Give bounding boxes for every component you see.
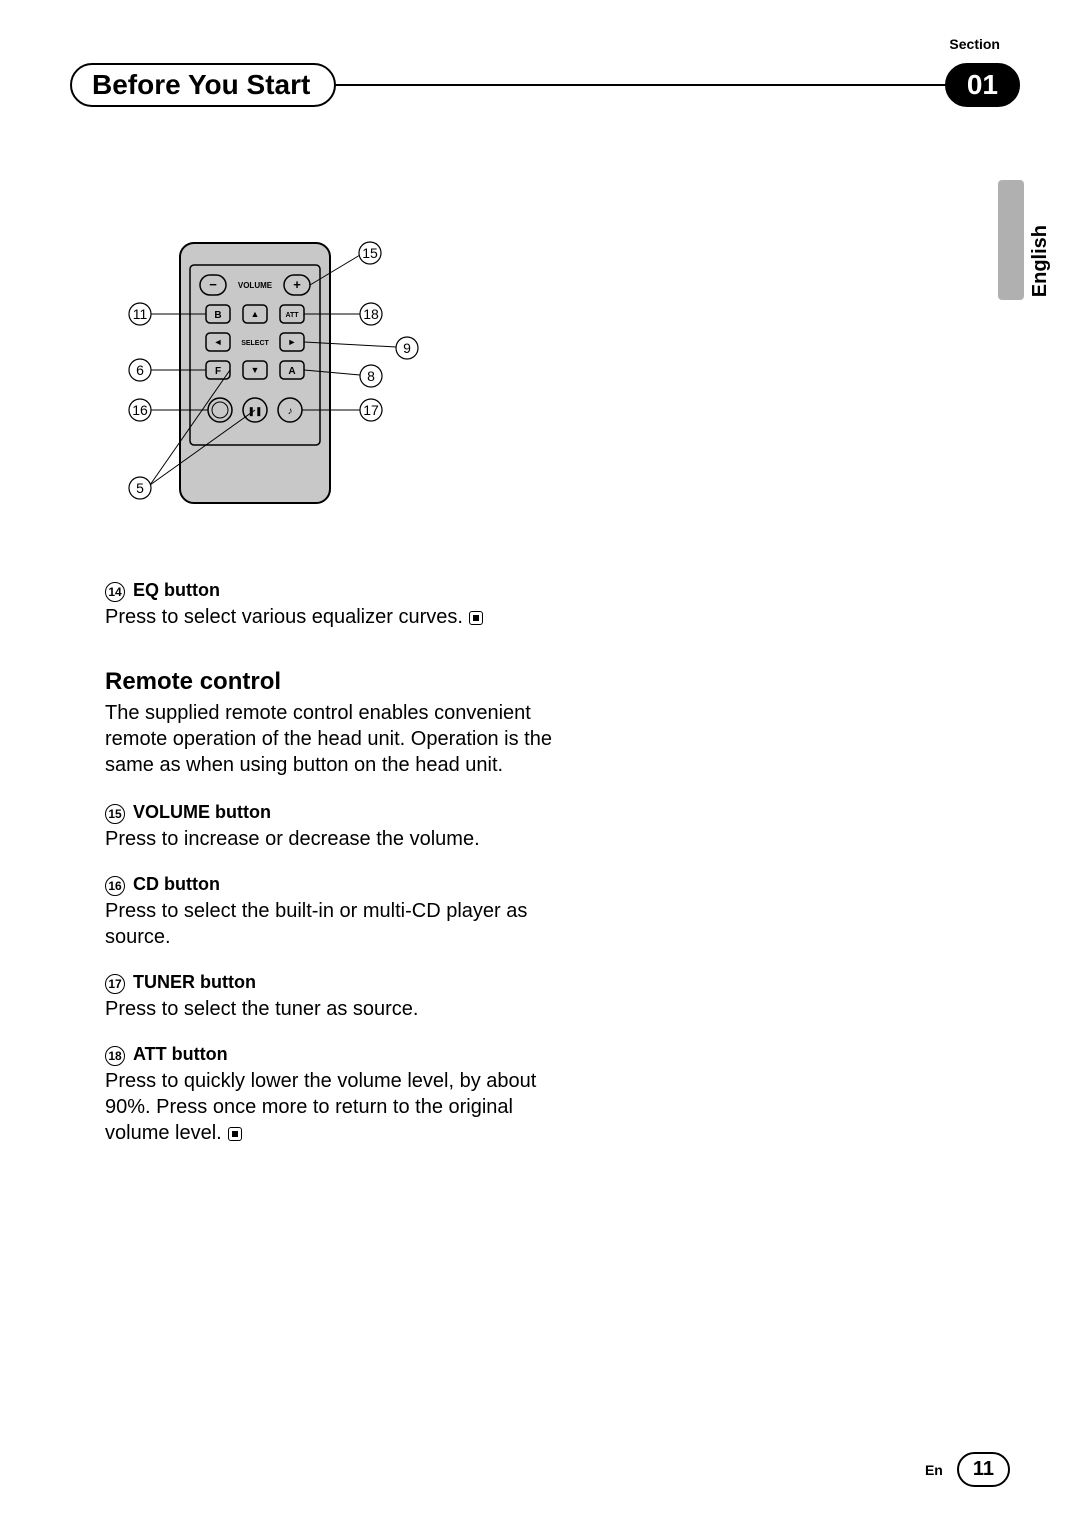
item-number: 15 bbox=[105, 804, 125, 824]
item-name: TUNER button bbox=[133, 972, 256, 993]
item-number: 17 bbox=[105, 974, 125, 994]
svg-text:▼: ▼ bbox=[251, 365, 260, 375]
item-cd: 16 CD button Press to select the built-i… bbox=[105, 874, 575, 950]
section-number-badge: 01 bbox=[945, 63, 1020, 107]
svg-text:11: 11 bbox=[133, 306, 148, 322]
svg-text:8: 8 bbox=[367, 368, 375, 384]
item-number: 18 bbox=[105, 1046, 125, 1066]
item-tuner: 17 TUNER button Press to select the tune… bbox=[105, 972, 575, 1022]
item-eq: 14 EQ button Press to select various equ… bbox=[105, 580, 575, 630]
subsection-title: Remote control bbox=[105, 668, 575, 696]
page-header: Before You Start 01 bbox=[70, 60, 1020, 110]
item-volume: 15 VOLUME button Press to increase or de… bbox=[105, 802, 575, 852]
page-title: Before You Start bbox=[70, 63, 336, 107]
svg-text:F: F bbox=[215, 366, 221, 377]
svg-text:SELECT: SELECT bbox=[241, 340, 269, 347]
header-divider bbox=[324, 84, 957, 86]
svg-text:5: 5 bbox=[136, 480, 144, 496]
footer-page-number: 11 bbox=[957, 1452, 1010, 1487]
item-desc: Press to select the tuner as source. bbox=[105, 996, 575, 1022]
item-number: 14 bbox=[105, 582, 125, 602]
remote-control-diagram: − VOLUME + B ▲ ATT ◄ SELECT ► F ▼ A ❚❚ ♪… bbox=[120, 235, 440, 540]
item-att: 18 ATT button Press to quickly lower the… bbox=[105, 1044, 575, 1146]
svg-text:18: 18 bbox=[363, 306, 379, 322]
item-number: 16 bbox=[105, 876, 125, 896]
footer-lang-code: En bbox=[925, 1462, 943, 1478]
svg-text:15: 15 bbox=[362, 245, 378, 261]
item-name: ATT button bbox=[133, 1044, 228, 1065]
svg-text:6: 6 bbox=[136, 362, 144, 378]
svg-text:❚❚: ❚❚ bbox=[247, 406, 262, 417]
svg-text:A: A bbox=[288, 366, 295, 377]
item-desc: Press to quickly lower the volume level,… bbox=[105, 1068, 575, 1146]
svg-text:B: B bbox=[214, 310, 221, 321]
svg-text:9: 9 bbox=[403, 340, 411, 356]
svg-text:►: ► bbox=[288, 337, 297, 347]
page-footer: En 11 bbox=[925, 1452, 1010, 1487]
section-label: Section bbox=[949, 36, 1000, 52]
side-tab bbox=[998, 180, 1024, 300]
volume-label: VOLUME bbox=[238, 281, 273, 290]
svg-text:16: 16 bbox=[132, 402, 148, 418]
item-name: CD button bbox=[133, 874, 220, 895]
svg-text:♪: ♪ bbox=[288, 406, 293, 417]
item-desc: Press to select the built-in or multi-CD… bbox=[105, 898, 575, 950]
svg-text:+: + bbox=[293, 277, 301, 292]
svg-text:ATT: ATT bbox=[285, 312, 299, 319]
svg-text:▲: ▲ bbox=[251, 309, 260, 319]
svg-text:−: − bbox=[209, 277, 217, 292]
language-label: English bbox=[1029, 225, 1052, 297]
item-desc: Press to select various equalizer curves… bbox=[105, 604, 575, 630]
item-name: EQ button bbox=[133, 580, 220, 601]
svg-text:17: 17 bbox=[363, 402, 379, 418]
item-name: VOLUME button bbox=[133, 802, 271, 823]
end-mark-icon bbox=[469, 611, 483, 625]
svg-text:◄: ◄ bbox=[214, 337, 223, 347]
item-desc: Press to increase or decrease the volume… bbox=[105, 826, 575, 852]
content-column: 14 EQ button Press to select various equ… bbox=[105, 580, 575, 1168]
end-mark-icon bbox=[228, 1127, 242, 1141]
subsection-desc: The supplied remote control enables conv… bbox=[105, 700, 575, 778]
